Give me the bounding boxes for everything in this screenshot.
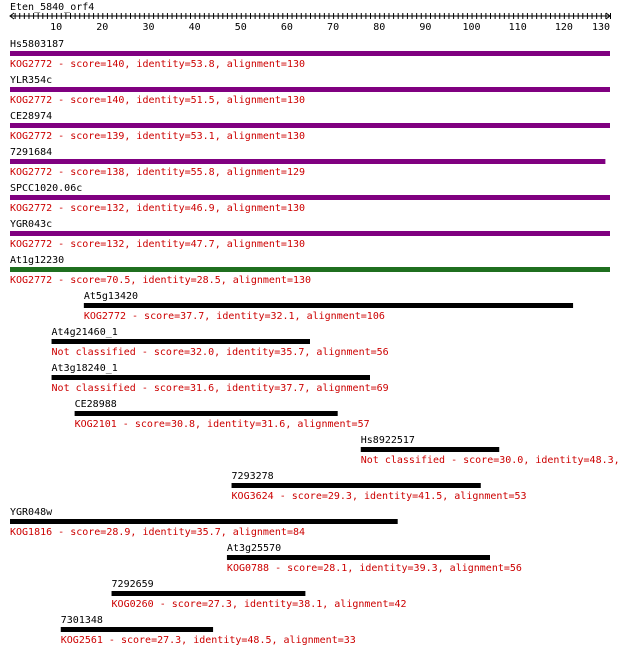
ruler-tick-label: 100: [463, 22, 481, 33]
hit-annotation[interactable]: KOG2772 - score=140, identity=51.5, alig…: [10, 95, 305, 106]
query-name: Eten_5840_orf4: [10, 2, 94, 13]
hit-row: Hs8922517 Not classified - score=30.0, id…: [360, 435, 620, 466]
ruler-tick-label: 40: [189, 22, 201, 33]
hit-row: At1g12230 KOG2772 - score=70.5, identity=…: [10, 255, 610, 286]
ruler-tick-label: 50: [235, 22, 247, 33]
hit-annotation[interactable]: KOG2772 - score=37.7, identity=32.1, ali…: [84, 311, 385, 322]
hit-bar[interactable]: [226, 555, 490, 560]
ruler-right-arrow-icon: [605, 12, 611, 20]
hit-bar[interactable]: [74, 411, 338, 416]
hit-annotation[interactable]: KOG2561 - score=27.3, identity=48.5, ali…: [61, 635, 356, 646]
hit-name[interactable]: 7292659: [112, 579, 154, 590]
hit-annotation[interactable]: KOG2772 - score=138, identity=55.8, alig…: [10, 167, 305, 178]
sequence-ruler: 10 20 30 40 50 60 70 80 90 100 110 120 130: [9, 12, 611, 33]
hit-name[interactable]: YLR354c: [10, 75, 52, 86]
hit-row: 7301348 KOG2561 - score=27.3, identity=48…: [60, 615, 356, 646]
hit-list: Hs5803187 KOG2772 - score=140, identity=5…: [10, 39, 620, 646]
hit-bar[interactable]: [10, 519, 398, 524]
hit-name[interactable]: CE28974: [10, 111, 52, 122]
hit-bar[interactable]: [83, 303, 574, 308]
ruler-tick-label: 30: [142, 22, 154, 33]
ruler-tick-label: 10: [50, 22, 62, 33]
ruler-tick-label: 20: [96, 22, 108, 33]
hit-bar[interactable]: [10, 267, 610, 272]
hit-name[interactable]: YGR043c: [10, 219, 52, 230]
hit-bar[interactable]: [51, 339, 311, 344]
hit-annotation[interactable]: KOG2772 - score=70.5, identity=28.5, ali…: [10, 275, 311, 286]
hit-bar[interactable]: [10, 87, 610, 92]
hit-name[interactable]: At1g12230: [10, 255, 64, 266]
hit-row: YGR048w KOG1816 - score=28.9, identity=35…: [10, 507, 398, 538]
hit-row: 7293278 KOG3624 - score=29.3, identity=41…: [231, 471, 527, 502]
hit-row: SPCC1020.06c KOG2772 - score=132, identit…: [10, 183, 610, 214]
ruler-tick-label: 70: [327, 22, 339, 33]
ruler-tick-label: 80: [373, 22, 385, 33]
ruler-tick-label: 130: [592, 22, 610, 33]
hit-row: YGR043c KOG2772 - score=132, identity=47.…: [10, 219, 610, 250]
hit-annotation[interactable]: KOG0788 - score=28.1, identity=39.3, ali…: [227, 563, 522, 574]
hit-bar[interactable]: [51, 375, 371, 380]
hit-name[interactable]: At3g25570: [227, 543, 281, 554]
hit-row: At3g25570 KOG0788 - score=28.1, identity=…: [226, 543, 522, 574]
hit-name[interactable]: At3g18240_1: [52, 363, 118, 374]
ruler-tick-label: 60: [281, 22, 293, 33]
hit-bar[interactable]: [10, 123, 610, 128]
hit-annotation[interactable]: KOG2101 - score=30.8, identity=31.6, ali…: [75, 419, 370, 430]
hit-annotation[interactable]: KOG0260 - score=27.3, identity=38.1, ali…: [112, 599, 407, 610]
hit-bar[interactable]: [10, 195, 610, 200]
hit-name[interactable]: SPCC1020.06c: [10, 183, 82, 194]
hit-bar[interactable]: [60, 627, 214, 632]
hit-annotation[interactable]: KOG1816 - score=28.9, identity=35.7, ali…: [10, 527, 305, 538]
ruler-tick-label: 90: [419, 22, 431, 33]
ruler-tick-label: 110: [509, 22, 527, 33]
hit-name[interactable]: 7293278: [232, 471, 274, 482]
ruler-left-arrow-icon: [9, 12, 15, 20]
hit-annotation[interactable]: Not classified - score=32.0, identity=35…: [52, 347, 389, 358]
hit-row: CE28974 KOG2772 - score=139, identity=53.…: [10, 111, 610, 142]
hit-row: At5g13420 KOG2772 - score=37.7, identity=…: [83, 291, 574, 322]
hit-name[interactable]: 7291684: [10, 147, 52, 158]
hit-bar[interactable]: [10, 51, 610, 56]
ruler-tick-label: 120: [555, 22, 573, 33]
hit-bar[interactable]: [231, 483, 481, 488]
hit-row: YLR354c KOG2772 - score=140, identity=51.…: [10, 75, 610, 106]
hit-row: 7291684 KOG2772 - score=138, identity=55.…: [10, 147, 606, 178]
hit-name[interactable]: Hs5803187: [10, 39, 64, 50]
hit-bar[interactable]: [10, 231, 610, 236]
hit-annotation[interactable]: KOG2772 - score=139, identity=53.1, alig…: [10, 131, 305, 142]
hit-row: Hs5803187 KOG2772 - score=140, identity=5…: [10, 39, 610, 70]
hit-annotation[interactable]: Not classified - score=31.6, identity=37…: [52, 383, 389, 394]
hit-name[interactable]: YGR048w: [10, 507, 53, 518]
hit-row: At3g18240_1 Not classified - score=31.6, …: [51, 363, 389, 394]
hit-name[interactable]: At5g13420: [84, 291, 138, 302]
hit-row: CE28988 KOG2101 - score=30.8, identity=31…: [74, 399, 370, 430]
hit-name[interactable]: 7301348: [61, 615, 103, 626]
hit-row: 7292659 KOG0260 - score=27.3, identity=38…: [111, 579, 407, 610]
hit-annotation[interactable]: KOG2772 - score=132, identity=46.9, alig…: [10, 203, 305, 214]
hit-bar[interactable]: [111, 591, 306, 596]
hit-annotation[interactable]: Not classified - score=30.0, identity=48…: [361, 455, 620, 466]
hit-name[interactable]: Hs8922517: [361, 435, 415, 446]
hit-row: At4g21460_1 Not classified - score=32.0, …: [51, 327, 389, 358]
hit-name[interactable]: CE28988: [75, 399, 117, 410]
hit-annotation[interactable]: KOG3624 - score=29.3, identity=41.5, ali…: [232, 491, 527, 502]
hit-bar[interactable]: [10, 159, 606, 164]
hit-annotation[interactable]: KOG2772 - score=140, identity=53.8, alig…: [10, 59, 305, 70]
hit-name[interactable]: At4g21460_1: [52, 327, 118, 338]
hit-bar[interactable]: [360, 447, 500, 452]
hit-annotation[interactable]: KOG2772 - score=132, identity=47.7, alig…: [10, 239, 305, 250]
